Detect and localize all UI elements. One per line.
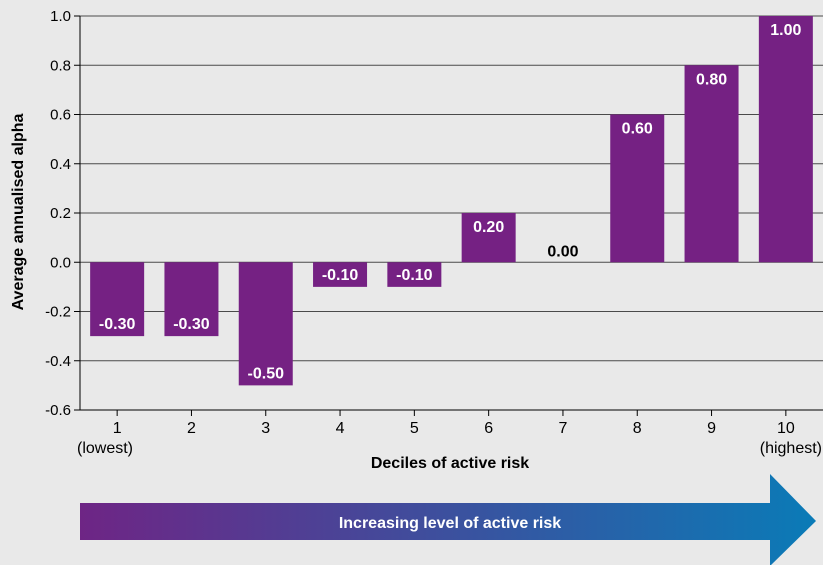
active-risk-arrow: Increasing level of active risk <box>80 474 816 565</box>
axes <box>74 15 823 416</box>
data-label: 0.80 <box>696 71 727 88</box>
data-label: 0.60 <box>622 121 653 138</box>
y-tick-labels: -0.6 -0.4 -0.2 0.0 0.2 0.4 0.6 0.8 1.0 <box>45 8 71 419</box>
data-labels: -0.30 -0.30 -0.50 -0.10 -0.10 0.20 0.00 0.60 0.8… <box>99 22 802 382</box>
x-axis-label: Deciles of active risk <box>371 455 529 472</box>
data-label: 1.00 <box>770 22 801 39</box>
y-axis-label: Average annualised alpha <box>10 113 27 310</box>
y-tick-label: -0.4 <box>45 353 71 370</box>
y-tick-label: 1.0 <box>50 8 71 25</box>
x-tick-labels: 1 (lowest) 2 3 4 5 6 7 8 9 10 (highest) <box>77 420 822 457</box>
x-tick-label: 3 <box>261 420 270 437</box>
x-tick-label: 8 <box>633 420 642 437</box>
x-tick-label: 4 <box>336 420 345 437</box>
data-label: -0.50 <box>248 365 285 382</box>
bar <box>610 114 665 263</box>
data-label: -0.30 <box>173 316 210 333</box>
x-tick-label: 6 <box>484 420 493 437</box>
x-tick-label: 10 <box>777 420 795 437</box>
data-label: -0.30 <box>99 316 136 333</box>
y-tick-label: 0.0 <box>50 254 71 271</box>
bar <box>164 262 219 337</box>
bars <box>90 16 813 386</box>
y-tick-label: -0.6 <box>45 402 71 419</box>
bar <box>90 262 145 337</box>
y-tick-label: -0.2 <box>45 304 71 321</box>
data-label: -0.10 <box>322 267 359 284</box>
y-tick-label: 0.8 <box>50 57 71 74</box>
y-tick-label: 0.2 <box>50 205 71 222</box>
y-tick-label: 0.6 <box>50 107 71 124</box>
bar <box>313 262 368 287</box>
bar <box>387 262 442 287</box>
x-tick-label: 7 <box>558 420 567 437</box>
data-label: 0.00 <box>547 243 578 260</box>
y-tick-label: 0.4 <box>50 156 71 173</box>
bar <box>238 262 293 386</box>
bar <box>684 65 739 263</box>
data-label: 0.20 <box>473 219 504 236</box>
x-tick-label: 2 <box>187 420 196 437</box>
x-tick-label: 5 <box>410 420 419 437</box>
x-tick-label: 1 <box>113 420 122 437</box>
bar <box>758 16 813 263</box>
x-tick-sublabel: (lowest) <box>77 440 133 457</box>
x-tick-sublabel: (highest) <box>760 440 822 457</box>
data-label: -0.10 <box>396 267 433 284</box>
x-tick-label: 9 <box>707 420 716 437</box>
bar <box>461 213 516 263</box>
arrow-label: Increasing level of active risk <box>339 515 561 532</box>
arrow-shape <box>80 474 816 565</box>
